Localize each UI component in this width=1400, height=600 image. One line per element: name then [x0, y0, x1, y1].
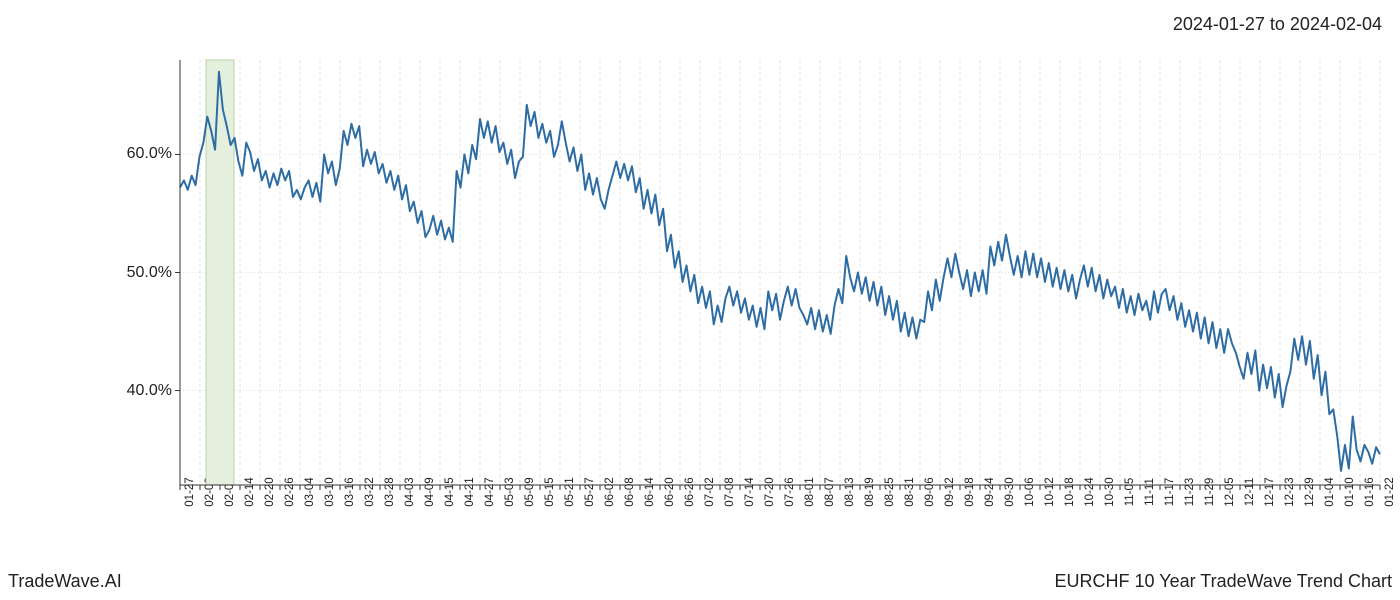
chart-svg	[180, 60, 1380, 485]
chart-title: EURCHF 10 Year TradeWave Trend Chart	[1055, 571, 1392, 592]
y-tick-label: 50.0%	[127, 264, 172, 282]
x-tick-label: 01-22	[1384, 477, 1396, 506]
y-tick-label: 60.0%	[127, 145, 172, 163]
trend-chart	[180, 60, 1380, 485]
date-range-title: 2024-01-27 to 2024-02-04	[1173, 14, 1382, 35]
y-tick-label: 40.0%	[127, 382, 172, 400]
brand-label: TradeWave.AI	[8, 571, 122, 592]
